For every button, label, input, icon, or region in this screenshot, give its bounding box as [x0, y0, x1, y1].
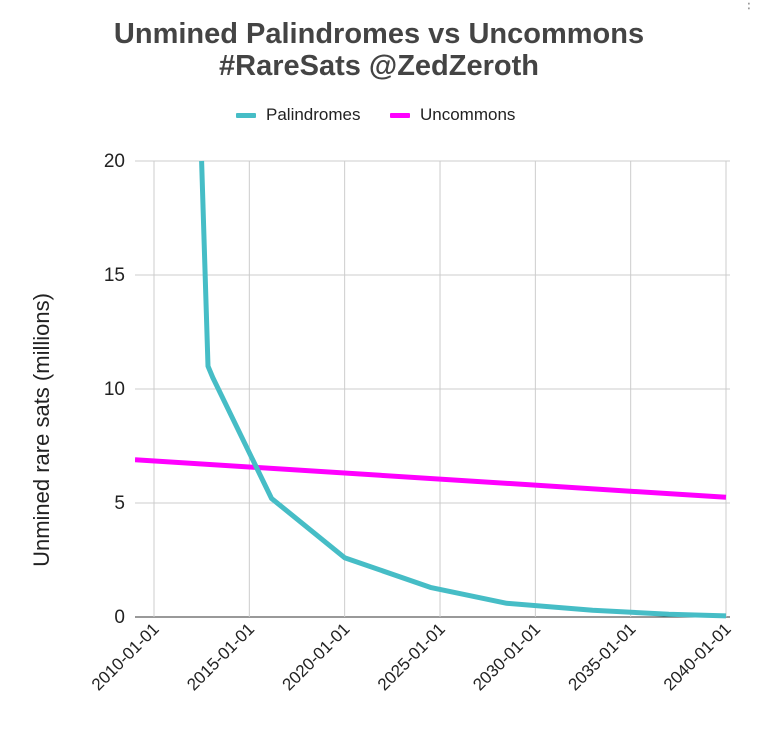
y-tick-label: 20 [104, 151, 125, 172]
legend-swatch-uncommons [390, 112, 410, 118]
y-tick-label: 5 [114, 493, 125, 514]
legend-item-uncommons: Uncommons [390, 103, 515, 127]
x-tick-label: 2020-01-01 [279, 619, 354, 694]
y-tick-label: 10 [104, 379, 125, 400]
legend: Palindromes Uncommons [0, 103, 758, 127]
x-tick-label: 2010-01-01 [88, 619, 163, 694]
x-tick-label: 2015-01-01 [183, 619, 258, 694]
x-tick-label: 2040-01-01 [660, 619, 735, 694]
legend-label-uncommons: Uncommons [420, 105, 516, 124]
y-tick-label: 0 [114, 607, 125, 628]
legend-label-palindromes: Palindromes [266, 105, 361, 124]
chart-subtitle: #RareSats @ZedZeroth [219, 50, 539, 82]
series-line-palindromes [199, 160, 727, 619]
y-tick-label: 15 [104, 265, 125, 286]
chart-title: Unmined Palindromes vs Uncommons [113, 18, 645, 50]
x-tick-label: 2030-01-01 [469, 619, 544, 694]
more-vert-icon[interactable]: ⋮ [742, 0, 756, 11]
series-line-uncommons [135, 457, 727, 500]
legend-item-palindromes: Palindromes [236, 103, 361, 127]
x-tick-label: 2025-01-01 [374, 619, 449, 694]
x-tick-label: 2035-01-01 [565, 619, 640, 694]
legend-swatch-palindromes [236, 112, 256, 118]
